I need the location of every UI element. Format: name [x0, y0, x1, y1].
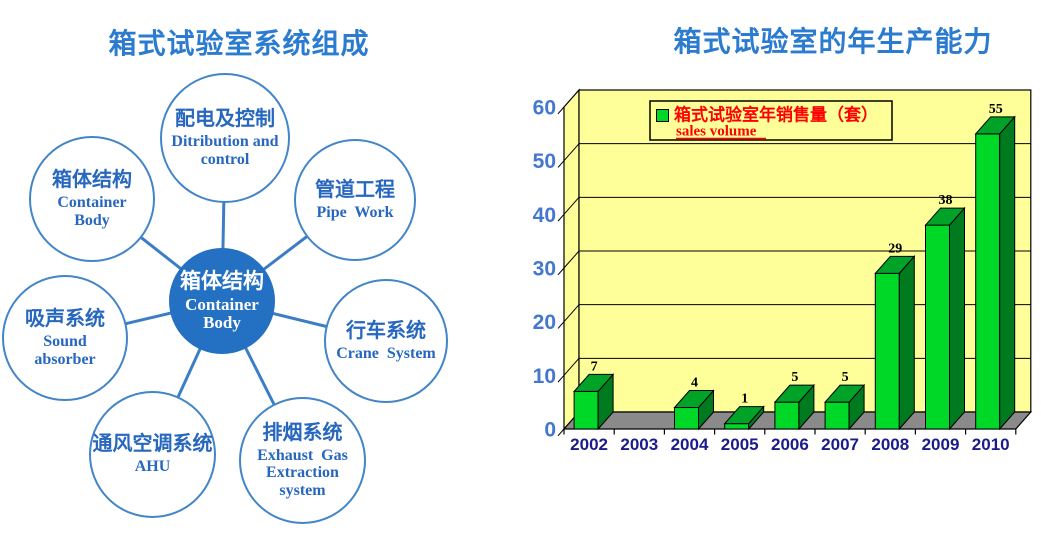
- bar-front-2006: [774, 401, 800, 430]
- bar-value-label: 55: [989, 102, 1003, 117]
- node-label-en: Crane System: [336, 344, 436, 362]
- node-pipe-work: 管道工程 Pipe Work: [294, 139, 416, 261]
- node-label-zh: 行车系统: [346, 319, 426, 342]
- x-axis-label: 2006: [771, 435, 809, 454]
- bar-value-label: 5: [842, 370, 849, 385]
- right-panel-title: 箱式试验室的年生产能力: [673, 26, 993, 57]
- legend-series-name: 箱式试验室年销售量（套）: [674, 105, 878, 125]
- bar-front-2004: [674, 407, 699, 430]
- bar-top-2005: [723, 406, 765, 425]
- y-axis-label: 0: [544, 419, 556, 442]
- node-sound-absorber: 吸声系统 Sound absorber: [2, 275, 128, 401]
- y-tick: [557, 428, 565, 437]
- node-container-body: 箱体结构 Container Body: [29, 136, 155, 262]
- y-tick-diagonal: [563, 250, 580, 269]
- y-axis-label: 40: [533, 204, 556, 227]
- bar-value-label: 38: [939, 193, 953, 208]
- production-chart: 0 10 20 30 40 50 60 7 2002 2003 4 2004 1 2005 5 2006 5 20…: [533, 88, 1033, 454]
- y-tick-diagonal: [563, 304, 580, 322]
- x-axis-label: 2002: [570, 435, 608, 454]
- bar-value-label: 1: [741, 392, 748, 407]
- left-panel-title: 箱式试验室系统组成: [108, 28, 370, 59]
- node-label-en: Exhaust Gas Extraction system: [257, 447, 348, 499]
- legend-series-name-en: sales volume: [676, 124, 757, 140]
- bar-top-2004: [673, 390, 715, 409]
- bar-front-2002: [573, 390, 599, 430]
- bar-value-label: 5: [791, 370, 798, 385]
- bar-top-2002: [572, 373, 615, 392]
- y-tick: [557, 214, 565, 222]
- node-center-container-body: 箱体结构 Container Body: [169, 248, 275, 354]
- bar-top-2010: [974, 116, 1016, 135]
- node-distribution-control: 配电及控制 Ditribution and control: [160, 73, 290, 203]
- y-tick-diagonal: [563, 358, 580, 376]
- y-tick: [557, 321, 565, 329]
- node-crane-system: 行车系统 Crane System: [324, 279, 448, 403]
- node-label-zh: 通风空调系统: [92, 433, 213, 456]
- x-axis-label: 2007: [821, 435, 859, 454]
- node-label-zh: 箱体结构: [52, 169, 132, 192]
- y-axis-label: 50: [533, 150, 556, 173]
- node-label-zh: 管道工程: [315, 178, 395, 201]
- bar-side-2009: [949, 206, 965, 431]
- x-axis-label: 2010: [972, 435, 1010, 454]
- y-tick: [557, 375, 565, 383]
- y-axis-label: 60: [533, 97, 556, 120]
- node-label-zh: 箱体结构: [180, 269, 264, 293]
- bar-front-2008: [874, 272, 900, 430]
- y-tick-diagonal: [563, 197, 580, 215]
- bar-top-2006: [773, 384, 816, 403]
- legend-box: [649, 100, 893, 141]
- node-label-en: Container Body: [57, 194, 127, 229]
- y-tick: [557, 106, 565, 115]
- bar-front-2010: [975, 133, 1001, 430]
- node-label-en: Pipe Work: [316, 203, 394, 221]
- x-axis-label: 2005: [721, 435, 759, 454]
- bar-value-label: 7: [591, 359, 598, 374]
- x-axis-label: 2008: [871, 435, 909, 454]
- y-tick: [557, 160, 565, 168]
- x-axis-label: 2009: [922, 435, 960, 454]
- y-axis-label: 30: [533, 258, 556, 281]
- bar-side-2008: [898, 255, 915, 431]
- node-label-zh: 配电及控制: [175, 108, 275, 131]
- x-axis-label: 2004: [671, 435, 709, 454]
- bar-front-2009: [925, 224, 950, 430]
- y-axis-label: 20: [533, 311, 556, 334]
- y-tick: [557, 267, 565, 276]
- node-exhaust-gas-extraction: 排烟系统 Exhaust Gas Extraction system: [239, 397, 366, 524]
- bar-front-2005: [724, 423, 750, 430]
- bar-value-label: 4: [691, 376, 698, 391]
- node-label-en: Sound absorber: [34, 333, 96, 368]
- bar-side-2010: [999, 115, 1016, 431]
- bar-top-2007: [823, 384, 866, 403]
- node-ahu: 通风空调系统 AHU: [89, 391, 216, 518]
- node-label-zh: 排烟系统: [262, 422, 343, 445]
- bar-value-label: 29: [888, 241, 902, 256]
- node-label-zh: 吸声系统: [25, 308, 105, 331]
- node-label-en: Ditribution and control: [171, 133, 279, 168]
- node-label-en: AHU: [134, 458, 171, 476]
- x-axis-label: 2003: [620, 435, 658, 454]
- y-axis-label: 10: [533, 365, 556, 388]
- node-label-en: Container Body: [185, 294, 259, 333]
- bar-top-2008: [874, 255, 916, 274]
- bar-top-2009: [924, 207, 966, 226]
- legend-swatch: [656, 109, 669, 122]
- bar-front-2007: [824, 401, 850, 430]
- y-tick-diagonal: [563, 143, 580, 161]
